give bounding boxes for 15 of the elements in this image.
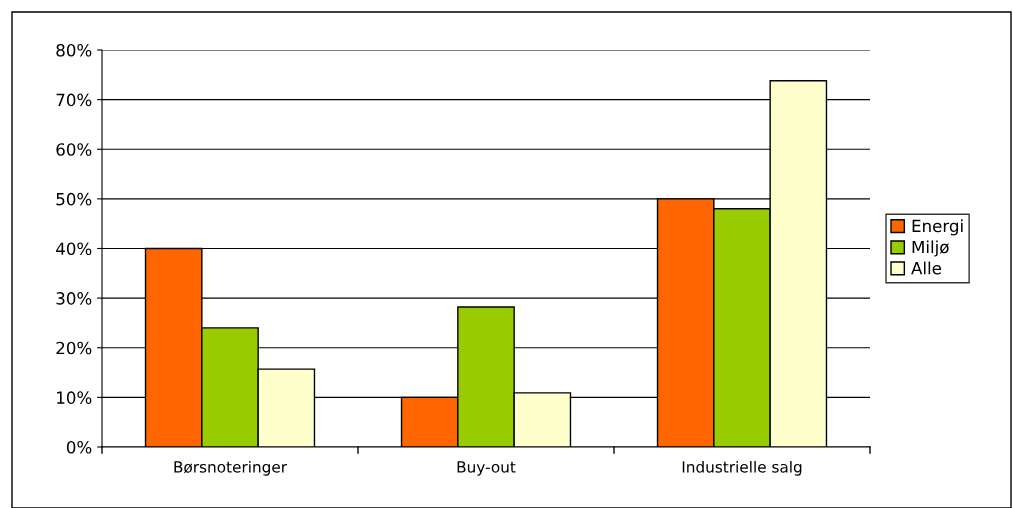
legend-label: Energi	[912, 219, 963, 236]
y-tick-label: 20%	[56, 341, 92, 355]
y-tick-label: 40%	[56, 242, 92, 256]
y-tick-label: 60%	[56, 143, 92, 156]
y-tick-label: 50%	[56, 192, 92, 206]
x-tick-label: Buy-out	[457, 461, 516, 476]
y-tick-label: 80%	[56, 43, 92, 57]
y-tick-label: 0%	[66, 440, 92, 454]
legend-label: Miljø	[912, 240, 949, 257]
y-tick-label: 70%	[56, 93, 92, 107]
y-tick-label: 10%	[57, 391, 92, 404]
legend-label: Alle	[911, 261, 942, 275]
y-tick-label: 30%	[56, 292, 92, 305]
x-tick-label: Børsnoteringer	[174, 460, 288, 476]
x-tick-label: Industrielle salg	[682, 460, 802, 476]
